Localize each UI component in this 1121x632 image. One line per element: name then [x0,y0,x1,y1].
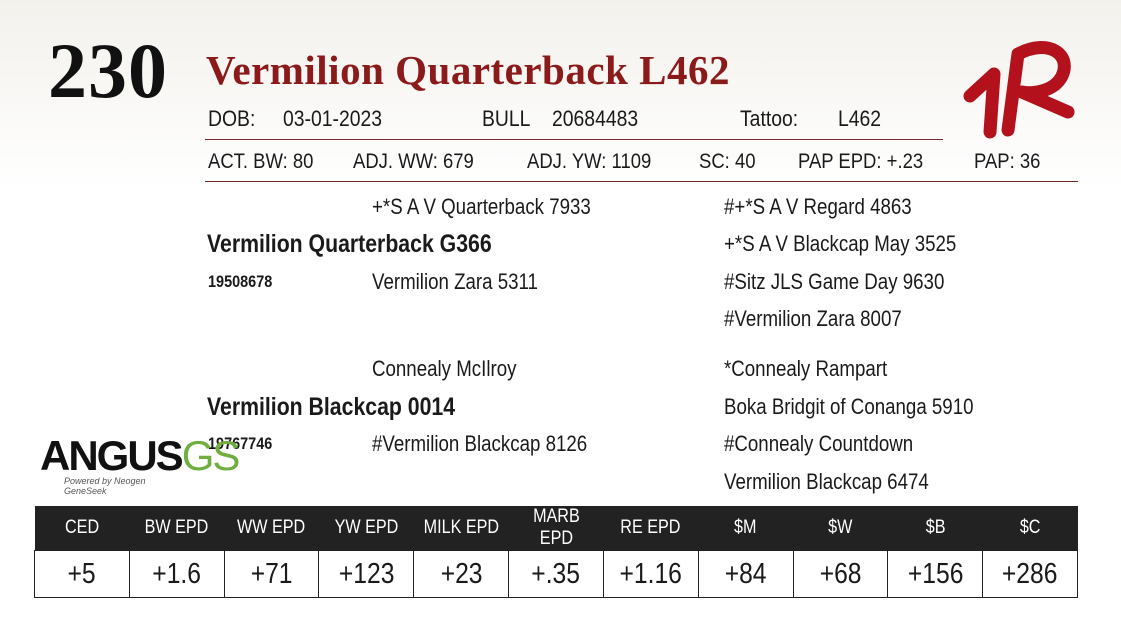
epd-value-marb: +.35 [508,550,604,598]
angus-logo-tagline: Powered by Neogen GeneSeek [64,476,146,496]
epd-header-row: CED BW EPD WW EPD YW EPD MILK EPD MARB E… [34,506,1078,551]
sire-sire: +*S A V Quarterback 7933 [372,194,591,219]
epd-header-bw: BW EPD [129,506,225,551]
epd-value-ced: +5 [34,550,130,598]
sire-sire-dam: +*S A V Blackcap May 3525 [724,231,957,256]
epd-header-b-index: $B [887,506,983,551]
epd-header-w-index: $W [793,506,888,551]
dam-name: Vermilion Blackcap 0014 [207,393,456,421]
animal-name: Vermilion Quarterback L462 [206,47,730,93]
epd-value-ww: +71 [223,550,320,598]
epd-value-b-index: +156 [887,550,984,598]
tattoo-label: Tattoo: [740,106,799,131]
sire-dam-dam: #Vermilion Zara 8007 [724,306,902,331]
angus-logo-word: ANGUS [40,432,184,479]
epd-value-milk: +23 [413,550,510,598]
epd-header-milk: MILK EPD [413,506,509,551]
angus-gs-logo: ANGUSGS Powered by Neogen GeneSeek [40,432,240,497]
epd-table: CED BW EPD WW EPD YW EPD MILK EPD MARB E… [34,506,1078,598]
divider-line [205,181,1078,182]
ranch-brand-logo [963,41,1075,139]
epd-value-bw: +1.6 [128,550,225,598]
adjusted-yearling-weight: ADJ. YW: 1109 [527,150,652,173]
dam-dam: #Vermilion Blackcap 8126 [372,431,588,456]
epd-value-yw: +123 [318,550,415,598]
dam-sire-dam: Boka Bridgit of Conanga 5910 [724,394,974,419]
sire-dam: Vermilion Zara 5311 [372,269,538,294]
sire-dam-sire: #Sitz JLS Game Day 9630 [724,269,945,294]
epd-header-re: RE EPD [603,506,699,551]
dob-label: DOB: [208,106,256,131]
epd-value-w-index: +68 [792,550,889,598]
epd-value-m-index: +84 [697,550,794,598]
dam-sire-sire: *Connealy Rampart [724,356,888,381]
sex-label: BULL [482,106,531,131]
epd-header-ced: CED [34,506,130,551]
epd-header-marb: MARB EPD [508,506,604,551]
tattoo-value: L462 [838,106,882,131]
registration-number: 20684483 [552,106,639,131]
sire-registration: 19508678 [208,272,273,291]
adjusted-weaning-weight: ADJ. WW: 679 [353,150,474,173]
dam-sire: Connealy McIlroy [372,356,517,381]
epd-value-c-index: +286 [982,550,1078,598]
dam-registration: 19767746 [208,434,273,453]
sire-name: Vermilion Quarterback G366 [207,230,492,258]
angus-logo-text: ANGUSGS [40,432,240,479]
scrotal-circumference: SC: 40 [699,150,756,173]
dam-dam-dam: Vermilion Blackcap 6474 [724,469,929,494]
angus-logo-suffix: GS [181,432,241,479]
sire-sire-sire: #+*S A V Regard 4863 [724,194,912,219]
epd-value-row: +5 +1.6 +71 +123 +23 +.35 +1.16 +84 +68 … [34,550,1078,598]
actual-birth-weight: ACT. BW: 80 [208,150,314,173]
dob-value: 03-01-2023 [283,106,383,131]
epd-header-c-index: $C [982,506,1078,551]
dam-dam-sire: #Connealy Countdown [724,431,914,456]
epd-header-yw: YW EPD [318,506,414,551]
lot-number: 230 [48,27,168,114]
pap-epd: PAP EPD: +.23 [798,150,924,173]
epd-value-re: +1.16 [602,550,699,598]
pap-value: PAP: 36 [974,150,1041,173]
epd-header-m-index: $M [698,506,793,551]
epd-header-ww: WW EPD [224,506,319,551]
divider-line [205,139,943,140]
